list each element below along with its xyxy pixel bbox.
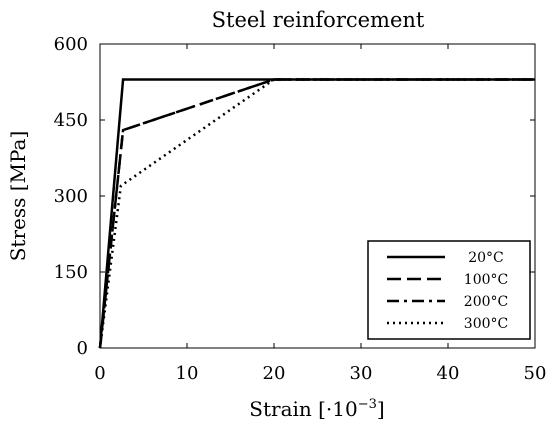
y-tick-label: 150 xyxy=(54,262,88,283)
series-line xyxy=(98,78,535,349)
x-tick-label: 40 xyxy=(437,363,460,384)
legend-items: 20°C 100°C 200°C 300°C xyxy=(387,250,508,332)
series-layer xyxy=(98,78,535,349)
legend-label: 300°C xyxy=(464,316,508,332)
x-tick-label: 30 xyxy=(350,363,373,384)
legend-label: 20°C xyxy=(468,250,504,266)
legend-label: 100°C xyxy=(464,272,508,288)
x-tick-label: 10 xyxy=(176,363,199,384)
chart-title: Steel reinforcement xyxy=(212,8,425,32)
tick-layer: 0 10 20 30 40 50 0 150 300 450 600 xyxy=(54,34,547,384)
y-tick-label: 600 xyxy=(54,34,88,55)
x-axis-label-close: ] xyxy=(377,397,385,421)
y-tick-label: 450 xyxy=(54,110,88,131)
x-tick-label: 50 xyxy=(524,363,547,384)
x-axis-label-exponent: −3 xyxy=(358,397,377,412)
legend-label: 200°C xyxy=(464,294,508,310)
x-axis-label: Strain [·10−3] xyxy=(249,397,384,421)
y-tick-label: 300 xyxy=(54,186,88,207)
x-tick-label: 0 xyxy=(94,363,105,384)
y-axis-label: Stress [MPa] xyxy=(6,131,30,262)
x-axis-label-text: Strain [·10 xyxy=(249,397,357,421)
legend: 20°C 100°C 200°C 300°C xyxy=(367,240,531,340)
x-tick-label: 20 xyxy=(263,363,286,384)
y-tick-label: 0 xyxy=(77,338,88,359)
